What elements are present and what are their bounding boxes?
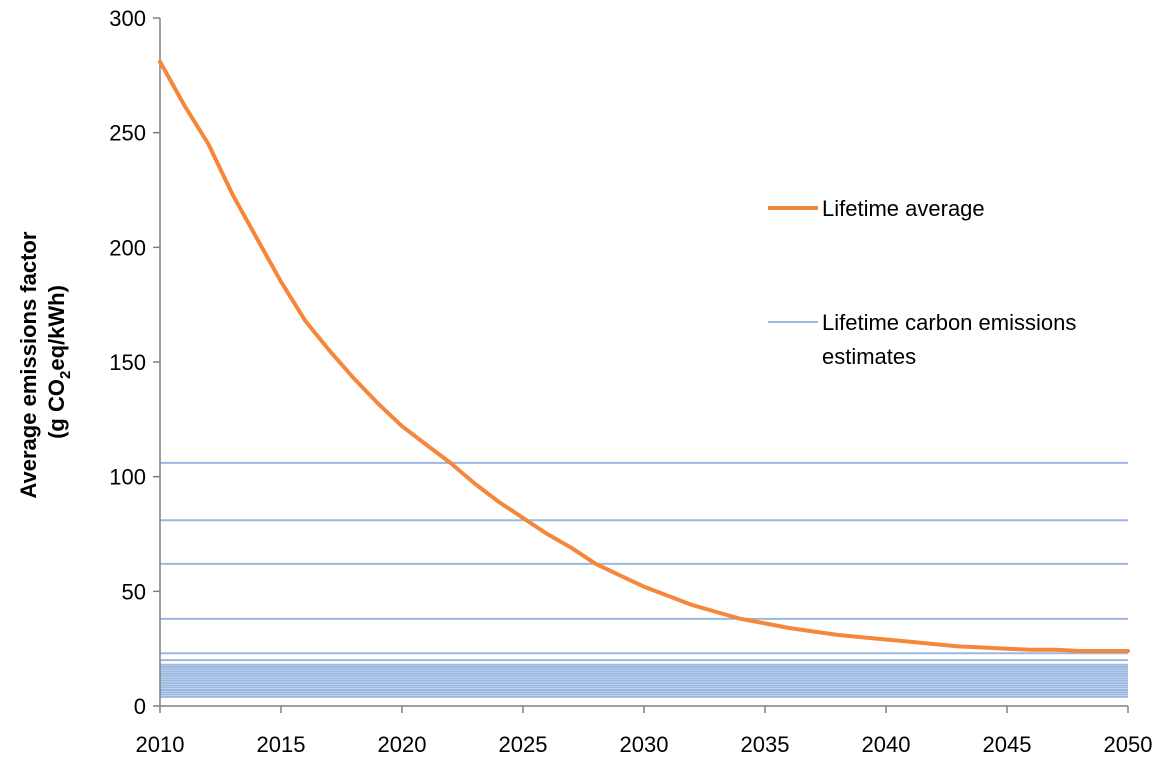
data-point-2046 [1030, 649, 1032, 651]
data-point-2022 [449, 462, 451, 464]
data-point-2038 [837, 634, 839, 636]
x-tick-label-2040: 2040 [862, 732, 911, 757]
estimate-lines-layer [160, 461, 1128, 698]
data-point-2011 [183, 104, 185, 106]
data-point-2018 [353, 377, 355, 379]
legend-label-estimates-line2: estimates [822, 344, 916, 369]
axes-layer [159, 18, 1128, 707]
y-axis-title-prefix: (g CO [44, 379, 69, 439]
data-point-2032 [691, 604, 693, 606]
x-tick-label-2020: 2020 [378, 732, 427, 757]
data-point-2039 [861, 636, 863, 638]
x-tick-label-2030: 2030 [620, 732, 669, 757]
data-point-2034 [740, 618, 742, 620]
y-tick-label-0: 0 [134, 694, 146, 719]
data-point-2021 [425, 444, 427, 446]
data-point-2045 [1006, 648, 1008, 650]
data-point-2049 [1103, 650, 1105, 652]
data-point-2017 [328, 350, 330, 352]
data-point-2028 [595, 563, 597, 565]
x-tick-label-2045: 2045 [983, 732, 1032, 757]
y-tick-label-100: 100 [109, 465, 146, 490]
legend: Lifetime average Lifetime carbon emissio… [768, 196, 1082, 369]
data-point-2019 [377, 402, 379, 404]
data-point-2016 [304, 320, 306, 322]
x-tick-label-2010: 2010 [136, 732, 185, 757]
data-point-2044 [982, 647, 984, 649]
data-point-2020 [401, 425, 403, 427]
data-point-2023 [474, 483, 476, 485]
legend-label-lifetime-average: Lifetime average [822, 196, 985, 221]
data-point-2027 [570, 547, 572, 549]
y-tick-label-150: 150 [109, 350, 146, 375]
x-tick-label-2050: 2050 [1104, 732, 1153, 757]
legend-label-estimates: Lifetime carbon emissions estimates [822, 310, 1082, 369]
data-point-2042 [933, 643, 935, 645]
y-axis-title-line1: Average emissions factor [16, 231, 41, 498]
data-point-2043 [958, 645, 960, 647]
y-tick-label-200: 200 [109, 235, 146, 260]
data-point-2015 [280, 281, 282, 283]
x-tick-label-2035: 2035 [741, 732, 790, 757]
data-point-2029 [619, 574, 621, 576]
ticks-layer: 0 50 100 150 200 250 300 2010 2015 2020 2025 2030 20… [109, 6, 1152, 757]
y-tick-label-300: 300 [109, 6, 146, 31]
data-point-2031 [667, 595, 669, 597]
data-point-2035 [764, 622, 766, 624]
data-point-2036 [788, 627, 790, 629]
data-point-2047 [1054, 649, 1056, 651]
data-point-2048 [1079, 650, 1081, 652]
x-tick-label-2015: 2015 [257, 732, 306, 757]
y-axis-title-suffix: eq/kWh) [44, 285, 69, 371]
data-point-2024 [498, 501, 500, 503]
data-point-2013 [232, 194, 234, 196]
y-axis-title-line2: (g CO2eq/kWh) [44, 285, 74, 439]
y-axis-title-subscript: 2 [57, 371, 74, 379]
series-line-lifetime-average [158, 59, 1130, 653]
data-point-2050 [1127, 650, 1129, 652]
data-point-2041 [909, 641, 911, 643]
data-point-2012 [207, 143, 209, 145]
data-point-2014 [256, 237, 258, 239]
data-point-2037 [812, 630, 814, 632]
lifetime-average-layer [158, 59, 1130, 653]
y-tick-label-250: 250 [109, 121, 146, 146]
data-point-2010 [159, 61, 161, 63]
y-axis-title: Average emissions factor (g CO2eq/kWh) [16, 225, 74, 498]
data-point-2030 [643, 586, 645, 588]
legend-label-estimates-line1: Lifetime carbon emissions [822, 310, 1076, 335]
data-point-2026 [546, 533, 548, 535]
data-point-2033 [716, 611, 718, 613]
x-tick-label-2025: 2025 [499, 732, 548, 757]
data-point-2040 [885, 638, 887, 640]
y-tick-label-50: 50 [122, 579, 146, 604]
data-point-2025 [522, 517, 524, 519]
